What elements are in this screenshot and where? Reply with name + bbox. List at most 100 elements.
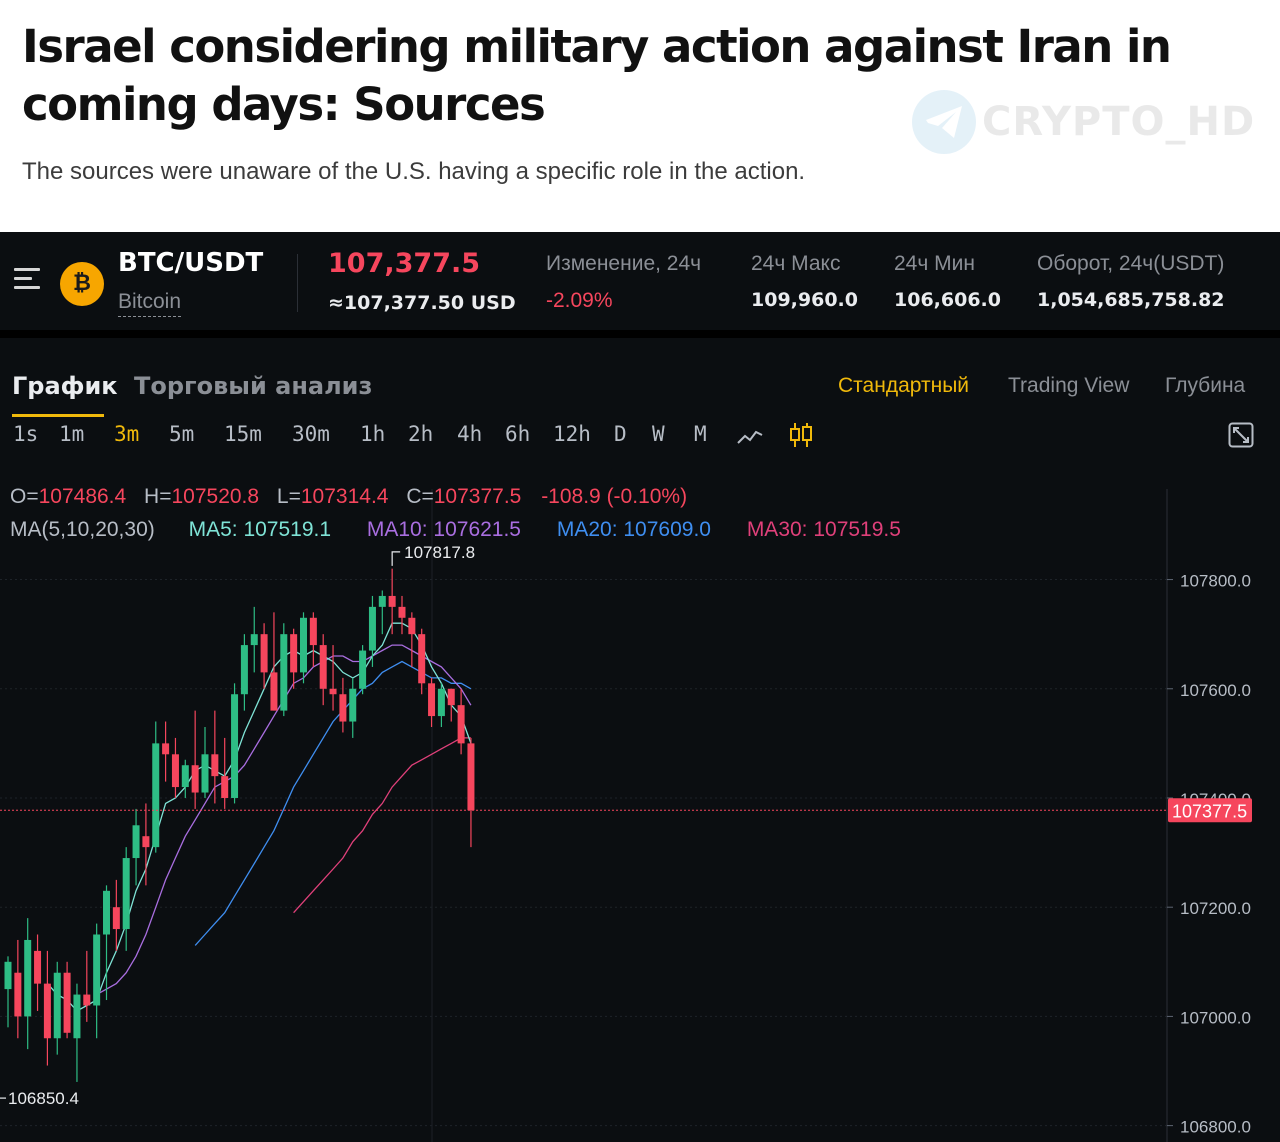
- ohlc-h-label: H=: [144, 485, 171, 508]
- candle-body: [359, 650, 367, 689]
- candle-body: [162, 743, 170, 755]
- interval-6h[interactable]: 6h: [505, 422, 531, 446]
- candle-body: [329, 688, 337, 695]
- interval-30m[interactable]: 30m: [292, 422, 330, 446]
- ticker-separator: [0, 330, 1280, 338]
- ticker-bar: ₿ BTC/USDT Bitcoin 107,377.5 ≈107,377.50…: [0, 232, 1280, 330]
- low-marker-label: 106850.4: [8, 1089, 79, 1108]
- ohlc-c-label: C=: [406, 485, 433, 508]
- interval-bar: 1s 1m 3m 5m 15m 30m 1h 2h 4h 6h 12h D W …: [0, 418, 1280, 458]
- candle-body: [24, 939, 32, 1017]
- candle-body: [112, 907, 120, 930]
- candle-body: [260, 634, 268, 673]
- candle-body: [4, 961, 12, 990]
- price-axis: 107800.0107600.0107400.0107200.0107000.0…: [1167, 572, 1251, 1137]
- ohlc-c-value: 107377.5: [434, 485, 522, 508]
- y-tick-label: 107600.0: [1180, 681, 1251, 700]
- headline-line-1: Israel considering military action again…: [22, 20, 1172, 73]
- view-depth[interactable]: Глубина: [1165, 374, 1246, 397]
- grid: [0, 579, 1167, 1127]
- interval-15m[interactable]: 15m: [224, 422, 262, 446]
- candle-body: [280, 634, 288, 711]
- high-marker-label: 107817.8: [404, 543, 475, 562]
- last-price: 107,377.5: [328, 248, 481, 279]
- stat-change-label: Изменение, 24ч: [546, 252, 702, 275]
- candle-body: [368, 606, 376, 651]
- pair-name[interactable]: Bitcoin: [118, 290, 182, 317]
- interval-2h[interactable]: 2h: [408, 422, 434, 446]
- y-tick-label: 107200.0: [1180, 899, 1251, 918]
- ma30-legend: MA30: 107519.5: [747, 518, 901, 541]
- line-chart-icon[interactable]: [737, 426, 763, 446]
- ohlc-change: -108.9 (-0.10%): [541, 485, 687, 508]
- candle-body: [181, 765, 189, 788]
- stat-change-value: -2.09%: [546, 289, 613, 312]
- candle-body: [418, 634, 426, 684]
- stat-volume-label: Оборот, 24ч(USDT): [1037, 252, 1225, 275]
- interval-5m[interactable]: 5m: [169, 422, 195, 446]
- candle-body: [290, 634, 298, 673]
- ma-lines: [46, 622, 472, 1012]
- candle-body: [211, 754, 219, 777]
- interval-4h[interactable]: 4h: [457, 422, 483, 446]
- candle-body: [34, 950, 42, 984]
- candle-body: [221, 776, 229, 798]
- candle-body: [388, 595, 396, 607]
- candle-body: [191, 765, 199, 793]
- candle-body: [300, 617, 307, 673]
- tab-chart[interactable]: График: [12, 372, 118, 400]
- candle-body: [428, 683, 436, 717]
- y-tick-label: 107800.0: [1180, 572, 1251, 591]
- subheadline: The sources were unaware of the U.S. hav…: [22, 158, 806, 185]
- candle-body: [457, 705, 465, 744]
- candle-body: [83, 994, 91, 1006]
- trading-panel: ₿ BTC/USDT Bitcoin 107,377.5 ≈107,377.50…: [0, 232, 1280, 1142]
- interval-1h[interactable]: 1h: [360, 422, 386, 446]
- ohlc-legend: O=107486.4 H=107520.8 L=107314.4 C=10737…: [10, 485, 687, 508]
- candle-body: [132, 825, 140, 859]
- interval-w[interactable]: W: [652, 422, 665, 446]
- candle-body: [152, 743, 160, 848]
- pair-symbol[interactable]: BTC/USDT: [118, 248, 264, 278]
- candlestick-icon[interactable]: [789, 422, 813, 448]
- watermark: CRYPTO_HD: [912, 88, 1255, 156]
- interval-m[interactable]: M: [694, 422, 707, 446]
- menu-icon[interactable]: [14, 266, 44, 292]
- candlestick-chart[interactable]: O=107486.4 H=107520.8 L=107314.4 C=10737…: [0, 484, 1280, 1142]
- high-marker-arrow: [391, 551, 401, 566]
- candle-body: [309, 617, 317, 646]
- view-standard[interactable]: Стандартный: [838, 374, 970, 397]
- ohlc-h-value: 107520.8: [171, 485, 259, 508]
- candle-body: [171, 754, 179, 788]
- candle-body: [408, 617, 416, 635]
- candle-body: [142, 836, 150, 848]
- tab-analysis[interactable]: Торговый анализ: [134, 372, 373, 400]
- headline-line-2: coming days: Sources: [22, 78, 546, 131]
- candle-body: [14, 972, 22, 1017]
- stat-volume-value: 1,054,685,758.82: [1037, 289, 1225, 311]
- candle-body: [349, 688, 357, 722]
- headline[interactable]: Israel considering military action again…: [22, 18, 1222, 134]
- fullscreen-icon[interactable]: [1228, 422, 1254, 448]
- candle-body: [122, 858, 130, 930]
- stat-high-value: 109,960.0: [751, 289, 858, 311]
- last-price-usd: ≈107,377.50 USD: [328, 292, 516, 314]
- interval-12h[interactable]: 12h: [553, 422, 591, 446]
- y-tick-label: 107000.0: [1180, 1008, 1251, 1027]
- candle-body: [250, 634, 258, 646]
- candle-body: [103, 890, 110, 935]
- ma-legend: MA(5,10,20,30) MA5: 107519.1 MA10: 10762…: [10, 518, 901, 541]
- view-tradingview[interactable]: Trading View: [1008, 374, 1130, 397]
- candle-body: [53, 972, 61, 1039]
- interval-1s[interactable]: 1s: [13, 422, 39, 446]
- ticker-divider: [297, 254, 298, 312]
- interval-1m[interactable]: 1m: [59, 422, 85, 446]
- interval-d[interactable]: D: [614, 422, 627, 446]
- current-price-tag: [1168, 798, 1252, 823]
- candle-body: [93, 934, 101, 1006]
- candle-body: [467, 743, 475, 811]
- ohlc-l-label: L=: [277, 485, 301, 508]
- ma20-legend: MA20: 107609.0: [557, 518, 711, 541]
- interval-3m[interactable]: 3m: [114, 422, 140, 446]
- current-price-label: 107377.5: [1172, 801, 1247, 821]
